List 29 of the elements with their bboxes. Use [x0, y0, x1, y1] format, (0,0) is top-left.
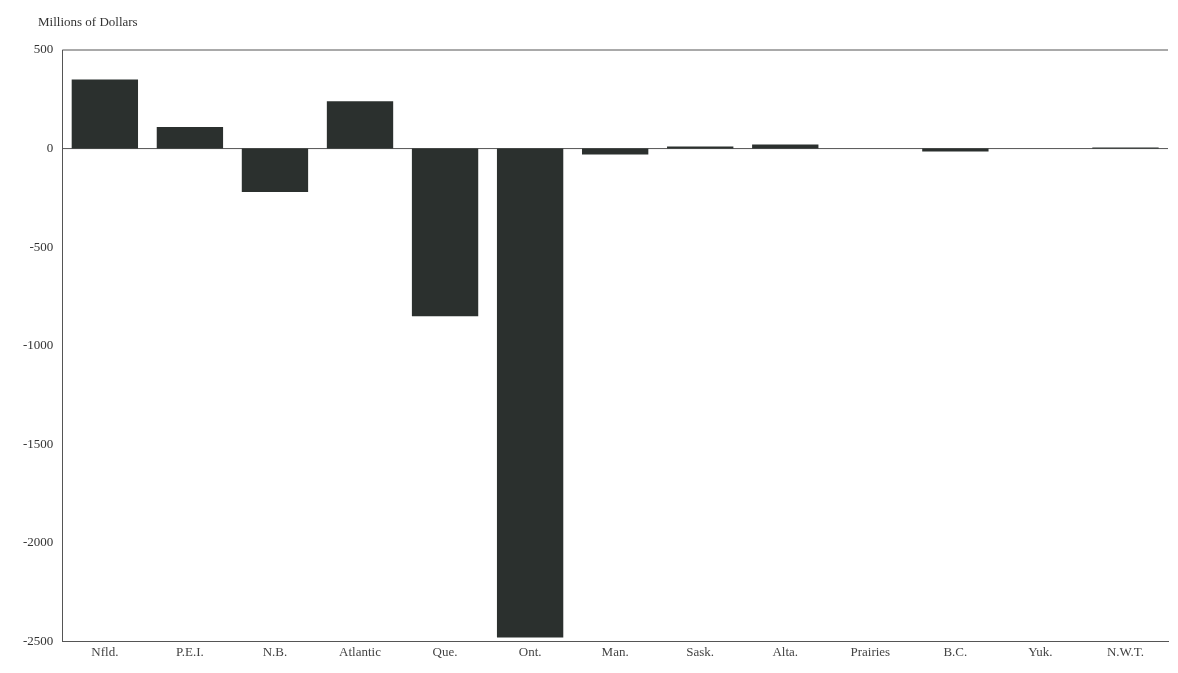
bar [411, 148, 479, 317]
bar [326, 101, 394, 149]
x-tick-label: Alta. [772, 643, 799, 659]
x-tick-label: N.B. [262, 643, 288, 659]
x-tick-label: P.E.I. [176, 643, 204, 659]
x-tick-label: Nfld. [91, 643, 119, 659]
y-axis-title: Millions of Dollars [38, 14, 138, 30]
y-tick-label: -500 [29, 238, 54, 254]
x-tick-label: Prairies [850, 643, 891, 659]
x-tick-label: B.C. [943, 643, 968, 659]
bar [71, 79, 139, 149]
bar [752, 144, 819, 149]
y-tick-label: -2500 [22, 632, 54, 648]
x-tick-label: Ont. [518, 643, 542, 659]
bar [241, 148, 309, 192]
x-tick-label: Man. [601, 643, 629, 659]
bar [496, 148, 564, 638]
x-tick-label: Que. [432, 643, 458, 659]
bar [922, 148, 989, 152]
y-tick-label: -1500 [22, 435, 54, 451]
x-tick-label: N.W.T. [1106, 643, 1145, 659]
x-tick-label: Atlantic [339, 643, 382, 659]
y-tick-label: -2000 [22, 534, 54, 550]
x-tick-label: Sask. [686, 643, 715, 659]
y-tick-label: 0 [46, 139, 54, 155]
bar [156, 126, 224, 149]
x-tick-label: Yuk. [1028, 643, 1053, 659]
y-tick-label: 500 [33, 41, 54, 57]
y-tick-label: -1000 [22, 337, 54, 353]
